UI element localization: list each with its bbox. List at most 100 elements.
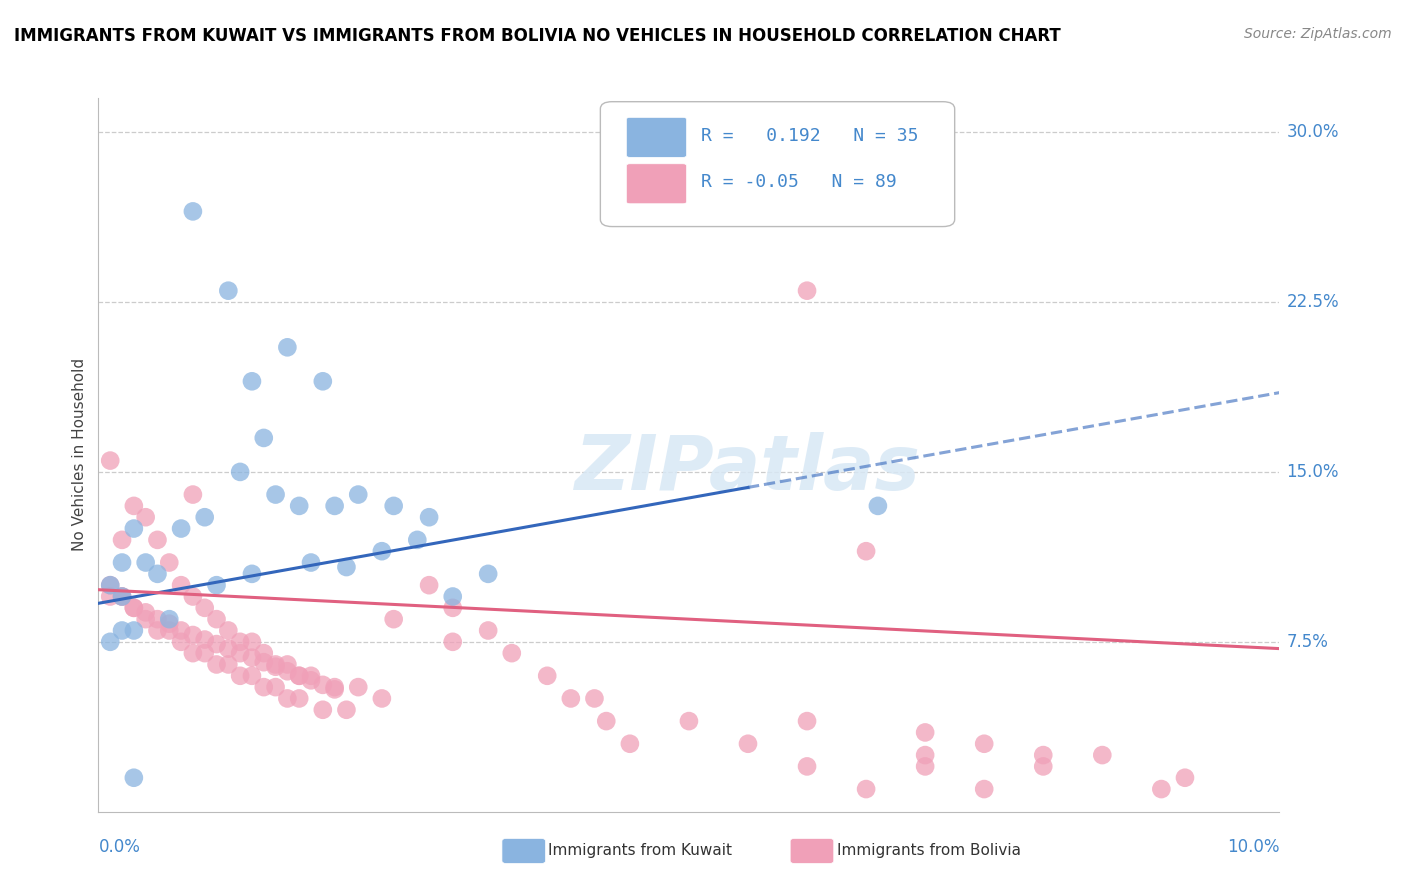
Point — [678, 714, 700, 728]
Point — [595, 714, 617, 728]
Point — [229, 465, 252, 479]
Point — [312, 678, 335, 692]
Point — [205, 612, 228, 626]
Point — [146, 566, 169, 581]
Point — [477, 566, 499, 581]
Text: Source: ZipAtlas.com: Source: ZipAtlas.com — [1244, 27, 1392, 41]
Point — [170, 522, 193, 536]
Text: 30.0%: 30.0% — [1286, 123, 1339, 141]
Point — [1174, 771, 1197, 785]
Point — [135, 606, 157, 620]
FancyBboxPatch shape — [600, 102, 955, 227]
Point — [170, 624, 193, 638]
Point — [157, 612, 180, 626]
Point — [170, 635, 193, 649]
Point — [122, 771, 145, 785]
Point — [181, 590, 204, 604]
Point — [441, 635, 464, 649]
Point — [122, 499, 145, 513]
Point — [135, 510, 157, 524]
Point — [111, 624, 134, 638]
Point — [240, 669, 263, 683]
Point — [229, 635, 252, 649]
Point — [146, 533, 169, 547]
Point — [205, 578, 228, 592]
Point — [264, 657, 287, 672]
Point — [501, 646, 523, 660]
Point — [1032, 748, 1054, 763]
Point — [111, 590, 134, 604]
Point — [276, 665, 298, 679]
Point — [98, 578, 121, 592]
Point — [288, 691, 311, 706]
Point — [135, 556, 157, 570]
Point — [122, 522, 145, 536]
Point — [217, 641, 239, 656]
Point — [323, 682, 346, 697]
Point — [796, 759, 818, 773]
Point — [418, 578, 440, 592]
Point — [1091, 748, 1114, 763]
Point — [536, 669, 558, 683]
Point — [973, 737, 995, 751]
Point — [619, 737, 641, 751]
Point — [347, 487, 370, 501]
Point — [973, 782, 995, 797]
Point — [146, 624, 169, 638]
Point — [560, 691, 582, 706]
Point — [98, 635, 121, 649]
Point — [583, 691, 606, 706]
Text: R =   0.192   N = 35: R = 0.192 N = 35 — [700, 127, 918, 145]
Point — [441, 600, 464, 615]
Point — [194, 646, 217, 660]
Text: Immigrants from Kuwait: Immigrants from Kuwait — [548, 844, 733, 858]
Point — [382, 612, 405, 626]
Point — [122, 624, 145, 638]
Point — [240, 635, 263, 649]
Text: 7.5%: 7.5% — [1286, 632, 1329, 651]
Point — [796, 284, 818, 298]
Point — [441, 590, 464, 604]
Point — [157, 556, 180, 570]
Point — [181, 204, 204, 219]
Point — [796, 714, 818, 728]
Point — [323, 680, 346, 694]
Point — [288, 669, 311, 683]
Point — [264, 487, 287, 501]
Point — [146, 612, 169, 626]
Point — [382, 499, 405, 513]
Text: 15.0%: 15.0% — [1286, 463, 1339, 481]
Point — [371, 544, 394, 558]
Point — [323, 499, 346, 513]
Point — [288, 669, 311, 683]
Point — [194, 510, 217, 524]
Point — [312, 703, 335, 717]
Y-axis label: No Vehicles in Household: No Vehicles in Household — [72, 359, 87, 551]
Point — [194, 632, 217, 647]
Point — [253, 680, 276, 694]
Text: R = -0.05   N = 89: R = -0.05 N = 89 — [700, 173, 897, 191]
Point — [914, 725, 936, 739]
Point — [98, 453, 121, 467]
Point — [347, 680, 370, 694]
Point — [111, 533, 134, 547]
Point — [229, 669, 252, 683]
Text: Immigrants from Bolivia: Immigrants from Bolivia — [837, 844, 1021, 858]
Point — [253, 655, 276, 669]
Point — [240, 566, 263, 581]
Point — [477, 624, 499, 638]
Text: 0.0%: 0.0% — [98, 838, 141, 856]
Text: 22.5%: 22.5% — [1286, 293, 1339, 311]
Point — [914, 759, 936, 773]
Point — [253, 431, 276, 445]
Point — [1032, 759, 1054, 773]
Point — [264, 659, 287, 673]
Point — [157, 616, 180, 631]
Point — [418, 510, 440, 524]
Point — [111, 556, 134, 570]
Point — [217, 284, 239, 298]
Point — [737, 737, 759, 751]
Point — [264, 680, 287, 694]
Point — [170, 578, 193, 592]
Point — [240, 650, 263, 665]
